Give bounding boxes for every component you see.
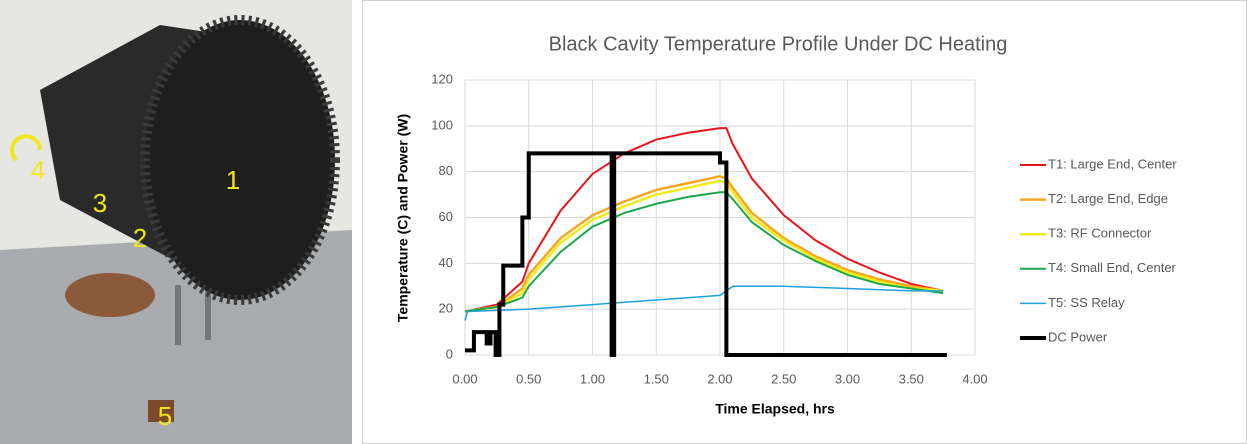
y-tick-label: 80 [439, 163, 453, 178]
x-tick-label: 0.00 [452, 371, 477, 386]
x-tick-label: 2.50 [771, 371, 796, 386]
x-tick-label: 0.50 [516, 371, 541, 386]
rotation-arrow [10, 134, 42, 162]
post [175, 285, 181, 345]
legend-label: T3: RF Connector [1048, 226, 1152, 241]
photo-label: 2 [133, 223, 147, 253]
y-tick-label: 40 [439, 255, 453, 270]
y-axis-title: Temperature (C) and Power (W) [395, 114, 411, 322]
series-line [464, 285, 944, 321]
cavity-face [140, 15, 340, 305]
x-tick-label: 1.00 [580, 371, 605, 386]
series-line [464, 127, 944, 313]
photo-label: 4 [31, 155, 45, 185]
photo-label: 3 [93, 188, 107, 218]
series-line [464, 191, 944, 313]
legend-label: DC Power [1048, 329, 1108, 344]
series-line [465, 151, 947, 357]
x-tick-label: 3.00 [835, 371, 860, 386]
photo-label: 1 [226, 165, 240, 195]
legend-label: T2: Large End, Edge [1048, 191, 1168, 206]
y-tick-label: 100 [431, 117, 453, 132]
y-tick-label: 120 [431, 71, 453, 86]
legend-label: T4: Small End, Center [1048, 260, 1177, 275]
y-tick-label: 60 [439, 209, 453, 224]
series-line [464, 174, 944, 313]
y-tick-label: 0 [446, 346, 453, 361]
x-tick-label: 4.00 [962, 371, 987, 386]
legend-label: T1: Large End, Center [1048, 156, 1177, 171]
x-tick-label: 1.50 [644, 371, 669, 386]
y-tick-label: 20 [439, 301, 453, 316]
chart: Black Cavity Temperature Profile Under D… [362, 0, 1247, 444]
table-hole [65, 273, 155, 317]
x-axis-title: Time Elapsed, hrs [715, 401, 835, 417]
chart-title: Black Cavity Temperature Profile Under D… [549, 33, 1008, 55]
series-line [464, 179, 944, 313]
relay [148, 400, 174, 422]
post [205, 285, 211, 340]
chart-frame [362, 0, 1247, 444]
photo-label: 5 [158, 401, 172, 431]
x-tick-label: 3.50 [899, 371, 924, 386]
legend-label: T5: SS Relay [1048, 295, 1125, 310]
x-tick-label: 2.00 [707, 371, 732, 386]
